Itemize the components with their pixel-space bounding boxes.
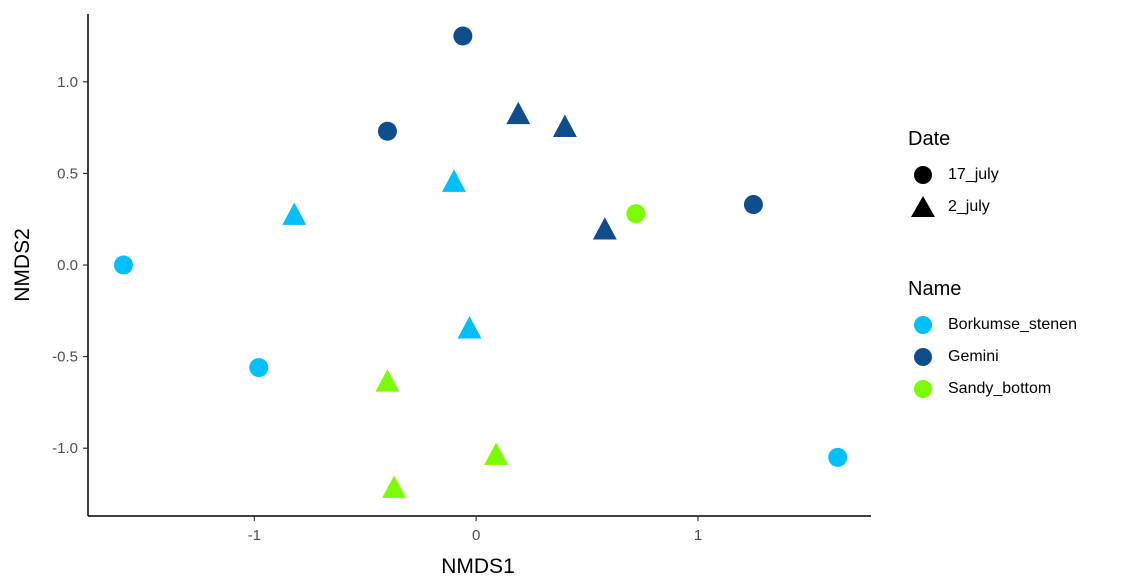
y-tick-label: -0.5: [52, 349, 78, 366]
data-point-circle: [626, 204, 646, 224]
data-point-triangle: [506, 101, 531, 125]
legend-item-borkumse-stenen: Borkumse_stenen: [908, 309, 1077, 341]
y-axis-title: NMDS2: [11, 228, 34, 302]
y-tick-label: 1.0: [57, 74, 78, 91]
y-tick-label: -1.0: [52, 440, 78, 457]
name-legend: Name Borkumse_stenen Gemini Sandy_bottom: [908, 278, 1077, 405]
data-point-circle: [828, 447, 848, 467]
date-legend-title: Date: [908, 128, 951, 150]
data-point-circle: [377, 121, 397, 141]
legend-item-label: Gemini: [948, 348, 999, 365]
legend-item-label: Borkumse_stenen: [948, 316, 1077, 333]
legend-item-17-july: 17_july: [908, 159, 999, 191]
data-point-circle: [453, 26, 473, 46]
x-tick-label: -1: [248, 527, 261, 544]
points-layer: [113, 26, 848, 498]
x-tick-label: 0: [472, 527, 480, 544]
legend-item-label: 2_july: [948, 198, 990, 215]
triangle-key-icon: [908, 192, 938, 222]
legend-item-gemini: Gemini: [908, 341, 1077, 373]
y-axis-ticks: 1.0 0.5 0.0 -0.5 -1.0: [52, 74, 88, 457]
data-point-triangle: [375, 369, 400, 392]
data-point-triangle: [457, 316, 482, 339]
data-point-triangle: [552, 114, 577, 137]
name-legend-title: Name: [908, 278, 962, 300]
y-tick-label: 0.0: [57, 257, 78, 274]
circle-key-icon: [908, 374, 938, 404]
date-legend: Date 17_july 2_july: [908, 128, 999, 223]
data-point-triangle: [442, 169, 466, 192]
data-point-circle: [743, 195, 763, 215]
data-point-circle: [249, 358, 269, 378]
legend-item-sandy-bottom: Sandy_bottom: [908, 373, 1077, 405]
circle-key-icon: [908, 160, 938, 190]
data-point-triangle: [282, 202, 307, 225]
data-point-circle: [113, 255, 133, 275]
legend-item-2-july: 2_july: [908, 191, 999, 223]
x-axis-title: NMDS1: [441, 555, 515, 578]
x-tick-label: 1: [694, 527, 702, 544]
data-point-triangle: [382, 475, 407, 498]
circle-key-icon: [908, 310, 938, 340]
x-axis-ticks: -1 0 1: [248, 516, 702, 544]
legend-item-label: Sandy_bottom: [948, 380, 1052, 397]
data-point-triangle: [484, 442, 509, 465]
legend-item-label: 17_july: [948, 166, 999, 183]
data-point-triangle: [592, 217, 617, 240]
circle-key-icon: [908, 342, 938, 372]
y-tick-label: 0.5: [57, 165, 78, 182]
